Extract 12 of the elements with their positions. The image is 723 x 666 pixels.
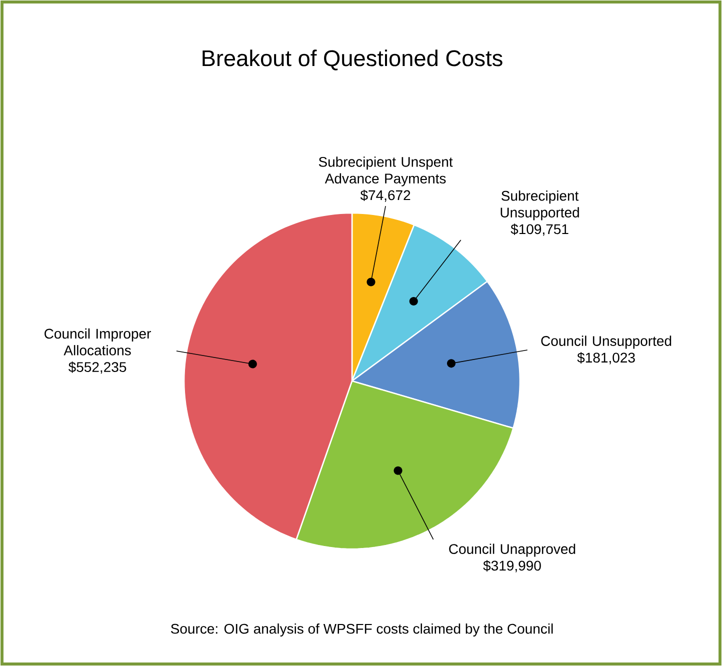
slice-label: Council Unapproved [449, 544, 576, 557]
data-label: $74,672 [360, 190, 410, 202]
slice-label: Council Improper Allocations [44, 328, 151, 356]
slice-label: Subrecipient Unsupported [500, 190, 579, 220]
slice-label: Council Unsupported [541, 336, 672, 349]
source-note: Source: OIG analysis of WPSFF costs claimed by the Council [170, 623, 553, 637]
data-label: $109,751 [510, 224, 568, 236]
data-label: $181,023 [577, 352, 635, 364]
chart-title: Breakout of Questioned Costs [202, 50, 502, 70]
data-label: $319,990 [483, 560, 541, 572]
data-label: $552,235 [68, 362, 126, 374]
slice-label: Subrecipient Unspent Advance Payments [318, 156, 453, 186]
